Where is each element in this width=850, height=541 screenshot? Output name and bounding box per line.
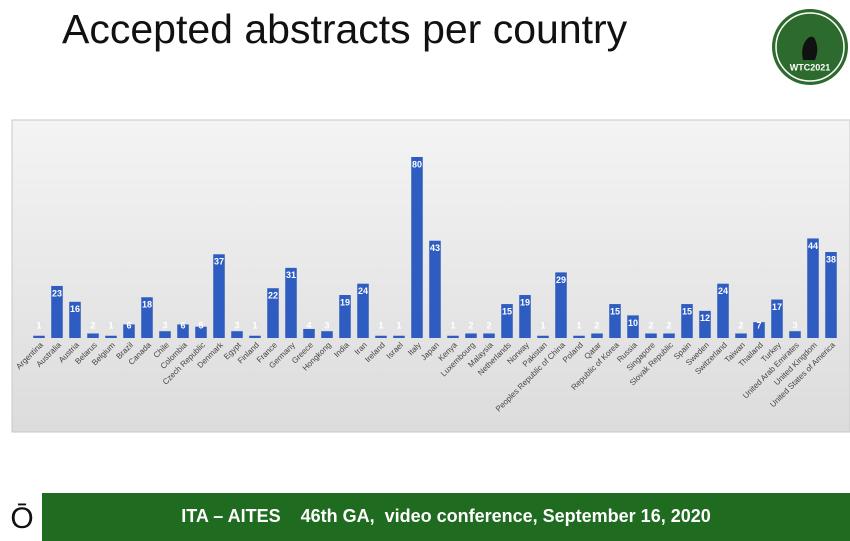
bar (699, 310, 711, 338)
bar (249, 335, 261, 338)
value-label: 2 (738, 320, 743, 330)
value-label: 17 (772, 302, 782, 312)
value-label: 22 (268, 291, 278, 301)
bar (393, 335, 405, 338)
bar (141, 297, 153, 338)
value-label: 1 (36, 320, 41, 330)
value-label: 37 (214, 257, 224, 267)
bar (375, 335, 387, 338)
logo-figure (802, 36, 818, 60)
value-label: 24 (358, 286, 368, 296)
value-label: 2 (594, 320, 599, 330)
value-label: 2 (648, 320, 653, 330)
bar (627, 315, 639, 338)
value-label: 3 (234, 320, 239, 330)
bar (357, 283, 369, 338)
bar (411, 157, 423, 338)
bar (501, 304, 513, 338)
bar (645, 333, 657, 338)
bar (789, 331, 801, 338)
bar (285, 267, 297, 338)
bar (483, 333, 495, 338)
bar (717, 283, 729, 338)
value-label: 19 (340, 297, 350, 307)
value-label: 3 (162, 320, 167, 330)
bar (213, 254, 225, 338)
bar (519, 295, 531, 338)
bar (735, 333, 747, 338)
value-label: 6 (180, 320, 185, 330)
value-label: 1 (378, 320, 383, 330)
value-label: 19 (520, 297, 530, 307)
value-label: 6 (126, 320, 131, 330)
slide-title: Accepted abstracts per country (62, 6, 628, 52)
bar (51, 285, 63, 338)
bar (681, 304, 693, 338)
value-label: 29 (556, 275, 566, 285)
bar (465, 333, 477, 338)
bar (105, 335, 117, 338)
bar (771, 299, 783, 338)
value-label: 80 (412, 159, 422, 169)
value-label: 15 (502, 306, 512, 316)
value-label: 24 (718, 286, 728, 296)
bar (87, 333, 99, 338)
bar (591, 333, 603, 338)
value-label: 18 (142, 300, 152, 310)
logo-ring (775, 12, 845, 82)
value-label: 2 (486, 320, 491, 330)
bar (429, 240, 441, 338)
value-label: 1 (576, 320, 581, 330)
value-label: 23 (52, 288, 62, 298)
bar (339, 295, 351, 338)
bar (663, 333, 675, 338)
bar (69, 301, 81, 338)
value-label: 1 (396, 320, 401, 330)
footer-logo: Ō (10, 502, 33, 535)
bar (33, 335, 45, 338)
bar (807, 238, 819, 338)
value-label: 7 (756, 320, 761, 330)
value-label: 16 (70, 304, 80, 314)
value-label: 2 (666, 320, 671, 330)
bar (573, 335, 585, 338)
bar (123, 324, 135, 338)
value-label: 4 (306, 320, 311, 330)
bar (321, 331, 333, 338)
value-label: 5 (198, 320, 203, 330)
value-label: 1 (252, 320, 257, 330)
bar (267, 288, 279, 338)
bar (303, 328, 315, 338)
value-label: 38 (826, 254, 836, 264)
value-label: 43 (430, 243, 440, 253)
value-label: 2 (468, 320, 473, 330)
value-label: 44 (808, 241, 818, 251)
bar (555, 272, 567, 338)
footer-bar (42, 493, 850, 541)
bar (537, 335, 549, 338)
value-label: 31 (286, 270, 296, 280)
value-label: 12 (700, 313, 710, 323)
footer-text: ITA – AITES 46th GA, video conference, S… (181, 506, 711, 526)
value-label: 3 (792, 320, 797, 330)
bar (195, 326, 207, 338)
bar (609, 304, 621, 338)
value-label: 15 (682, 306, 692, 316)
bar (159, 331, 171, 338)
logo-text: WTC2021 (790, 62, 831, 72)
value-label: 1 (108, 320, 113, 330)
bar (753, 322, 765, 338)
value-label: 1 (540, 320, 545, 330)
value-label: 10 (628, 318, 638, 328)
bar (231, 331, 243, 338)
bar (447, 335, 459, 338)
value-label: 1 (450, 320, 455, 330)
bar (825, 252, 837, 338)
value-label: 2 (90, 320, 95, 330)
value-label: 3 (324, 320, 329, 330)
value-label: 15 (610, 306, 620, 316)
bar (177, 324, 189, 338)
